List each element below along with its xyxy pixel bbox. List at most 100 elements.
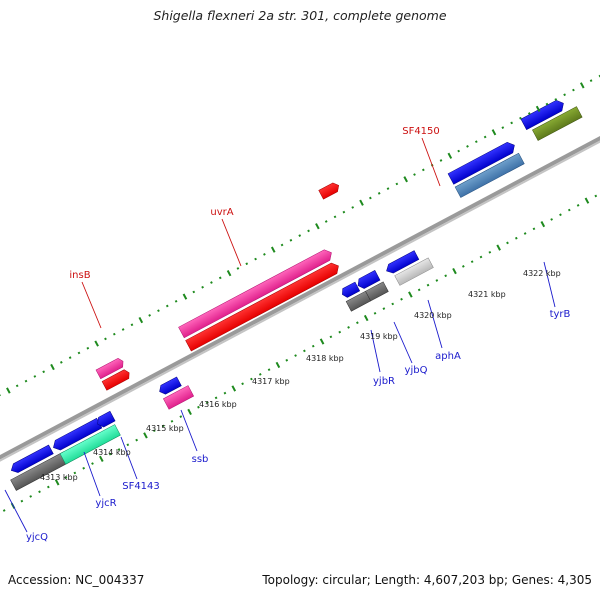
scale-tick — [452, 267, 457, 275]
scale-dot — [161, 424, 165, 428]
scale-dot — [91, 462, 94, 465]
scale-dot — [68, 356, 72, 360]
uvrA-cds[interactable] — [185, 261, 342, 352]
scale-tick — [584, 197, 590, 204]
insB-cds[interactable] — [101, 368, 131, 391]
scale-dot — [421, 168, 425, 172]
scale-dot — [470, 260, 474, 264]
scale-dot — [250, 377, 253, 381]
scale-dot — [386, 187, 390, 190]
scale-dot — [589, 79, 593, 83]
scale-dot — [64, 476, 68, 479]
ssb-gene[interactable] — [157, 376, 182, 396]
scale-dot — [2, 509, 6, 512]
scale-dot — [347, 326, 350, 329]
scale-dot — [15, 384, 19, 388]
kbp-label: 4321 kbp — [468, 290, 506, 299]
scale-dot — [563, 93, 566, 97]
gene-label-uvrA: uvrA — [210, 207, 233, 218]
scale-dot — [38, 490, 41, 494]
uvrA-gene[interactable] — [178, 247, 335, 339]
scale-dot — [241, 382, 244, 386]
scale-tick — [138, 316, 144, 324]
SF4150-gene[interactable] — [318, 181, 341, 200]
scale-tick — [363, 314, 369, 322]
scale-dot — [351, 206, 355, 209]
scale-tick — [94, 340, 99, 347]
scale-dot — [192, 290, 196, 294]
scale-tick — [6, 387, 11, 394]
scale-dot — [377, 191, 381, 195]
scale-dot — [121, 328, 125, 331]
scale-dot — [285, 358, 289, 362]
scale-dot — [112, 332, 116, 336]
scale-dot — [329, 335, 333, 339]
scale-tick — [270, 246, 276, 253]
scale-dot — [82, 466, 86, 470]
SF4143-leader — [120, 436, 138, 480]
SF4150-leader — [421, 137, 441, 187]
kbp-label: 4316 kbp — [199, 400, 237, 409]
scale-dot — [479, 255, 483, 259]
scale-dot — [210, 281, 213, 284]
aphA-gene[interactable] — [384, 250, 420, 276]
leader-lines — [4, 137, 556, 533]
yjbR-gene[interactable] — [340, 281, 361, 299]
scale-dot — [545, 102, 549, 106]
scale-dot — [435, 279, 439, 282]
gene-label-tyrB: tyrB — [550, 309, 571, 320]
backbone-line — [0, 108, 600, 488]
scale-dot — [130, 323, 134, 327]
tyrB-leader — [543, 261, 556, 308]
scale-dot — [444, 274, 448, 278]
kbp-label: 4320 kbp — [414, 311, 452, 320]
yjbQ-gene[interactable] — [355, 270, 381, 290]
insB-leader — [81, 281, 102, 329]
SF4143-gene[interactable] — [95, 410, 116, 429]
scale-tick — [496, 244, 501, 251]
tyrB-gene[interactable] — [447, 140, 517, 185]
scale-dot — [395, 182, 399, 186]
accession-text: Accession: NC_004337 — [8, 573, 145, 587]
genome-strip — [0, 74, 600, 512]
scale-dot — [289, 238, 293, 242]
scale-dot — [42, 370, 46, 374]
yjcR-leader — [83, 451, 101, 497]
yjcQ-gene[interactable] — [9, 444, 54, 475]
yjcR-cds[interactable] — [59, 424, 121, 465]
scale-tick — [182, 293, 188, 300]
next-cds[interactable] — [532, 106, 583, 141]
yjbQ-leader — [393, 321, 413, 364]
scale-dots-lower — [2, 194, 598, 512]
next-gene[interactable] — [520, 98, 566, 131]
kbp-label: 4315 kbp — [146, 424, 184, 433]
scale-dot — [263, 253, 266, 256]
scale-dot — [86, 346, 90, 350]
scale-dot — [174, 299, 178, 303]
ssb-cds[interactable] — [163, 385, 195, 410]
scale-tick — [143, 432, 148, 439]
map-title: Shigella flexneri 2a str. 301, complete … — [153, 8, 447, 23]
scale-dot — [104, 337, 107, 341]
uvrA-leader — [221, 218, 242, 267]
gene-label-yjbQ: yjbQ — [405, 365, 428, 376]
scale-dot — [510, 121, 513, 125]
scale-dot — [519, 116, 522, 120]
gene-label-aphA: aphA — [435, 351, 461, 362]
scale-dot — [29, 495, 33, 498]
scale-dot — [108, 452, 112, 456]
scale-dot — [532, 227, 536, 231]
scale-dot — [474, 140, 478, 144]
scale-tick — [359, 199, 364, 206]
tyrB-cds[interactable] — [454, 152, 525, 198]
yjcR-gene[interactable] — [51, 417, 103, 452]
scale-dot — [267, 368, 271, 372]
scale-dot — [514, 236, 518, 240]
insB-gene[interactable] — [95, 357, 125, 380]
yjbQ-cds[interactable] — [365, 281, 389, 302]
aphA-cds[interactable] — [394, 257, 434, 286]
scale-dot — [214, 396, 218, 400]
scale-dot — [126, 443, 130, 447]
yjcQ-leader — [4, 489, 28, 533]
